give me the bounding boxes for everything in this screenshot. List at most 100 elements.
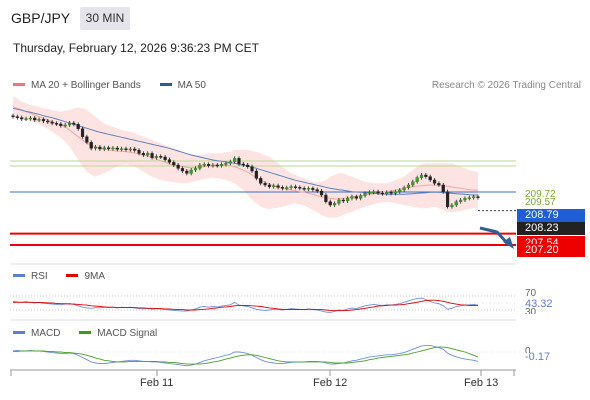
candle [202,162,206,167]
candle [159,154,163,159]
candle [115,146,119,152]
candle [293,184,298,190]
candle [372,189,376,195]
candle-body [93,146,98,149]
candle-body [267,184,272,187]
candle-body [89,142,93,149]
candle-body [276,185,280,188]
candle-body [445,191,450,207]
candle [389,190,393,196]
time-axis [10,369,516,376]
macd-panel [10,319,516,367]
candle-body [319,190,324,196]
candle [350,194,354,201]
candle [154,154,159,160]
legend-ma50[interactable]: MA 50 [159,80,206,91]
candle [272,183,276,189]
candle-body [146,153,150,156]
rsi-level-70: 70 [525,288,537,299]
candlesticks [11,113,480,209]
candle [454,199,458,207]
candle [133,147,137,153]
candle-body [398,189,402,192]
candle [467,195,471,201]
legend-macd-signal[interactable]: MACD Signal [79,328,157,339]
candle-body [133,148,137,151]
candle [98,145,102,151]
candle-body [163,156,167,160]
candle-body [476,196,480,198]
candle [85,134,89,145]
candle [445,189,450,209]
candle [11,113,15,119]
candle [67,121,72,127]
bollinger-band-area [13,96,478,218]
candle [137,148,141,156]
candle [450,203,454,209]
legend-swatch [159,82,172,86]
legend-swatch [13,330,25,334]
macd-signal-line [13,346,479,365]
candle [233,156,237,164]
candle [319,189,324,197]
macd-legend: MACD MACD Signal [13,328,173,339]
candle [59,122,63,128]
candle [28,116,32,121]
candle [176,163,180,171]
candle [437,181,441,187]
main-legend: MA 20 + Bollinger Bands MA 50 [13,80,222,91]
candle-body [111,147,115,150]
candle-body [241,163,245,166]
candle [54,121,59,126]
timeframe-button[interactable]: 30 MIN [80,7,130,30]
candle-body [250,166,254,172]
candle [189,168,193,176]
credit-label: Research © 2026 Trading Central [431,80,581,91]
candle [432,178,437,186]
candle [128,147,132,152]
candle-body [172,162,176,166]
candle [267,183,272,189]
candle [428,174,432,182]
candle [102,145,106,151]
rsi-ma-line [13,299,478,312]
candle-body [11,115,15,117]
candle [424,173,428,179]
legend-swatch [66,273,79,277]
candle [237,156,241,166]
candle [332,201,337,207]
candle [393,189,398,196]
candle-body [285,187,289,189]
legend-rsi[interactable]: RSI [13,271,48,282]
candle-body [206,164,211,166]
candle-body [24,118,28,120]
candle-body [389,192,393,194]
candle-body [150,153,154,158]
candle [180,166,185,173]
candle-body [337,199,341,204]
legend-macd[interactable]: MACD [13,328,60,339]
candle-body [332,203,337,206]
candle [328,199,332,207]
candle-body [176,164,180,169]
legend-rsi-9ma[interactable]: 9MA [66,271,105,282]
candle-body [259,178,263,184]
legend-label: MACD Signal [97,328,158,339]
candle-body [246,164,250,167]
candle [219,162,224,168]
candle-body [72,122,76,125]
candle-body [450,204,454,207]
x-tick-feb-12: Feb 12 [313,377,348,389]
candle-body [302,188,306,190]
macd-value: -0.17 [525,351,551,363]
candle-body [298,187,302,189]
legend-ma20-bb[interactable]: MA 20 + Bollinger Bands [13,80,141,91]
candle-body [180,168,185,172]
candle [193,166,198,172]
candle [215,163,219,168]
chart-header: GBP/JPY 30 MIN [0,0,590,34]
candle-body [237,158,241,165]
candle [359,193,363,201]
candle-body [124,148,128,150]
